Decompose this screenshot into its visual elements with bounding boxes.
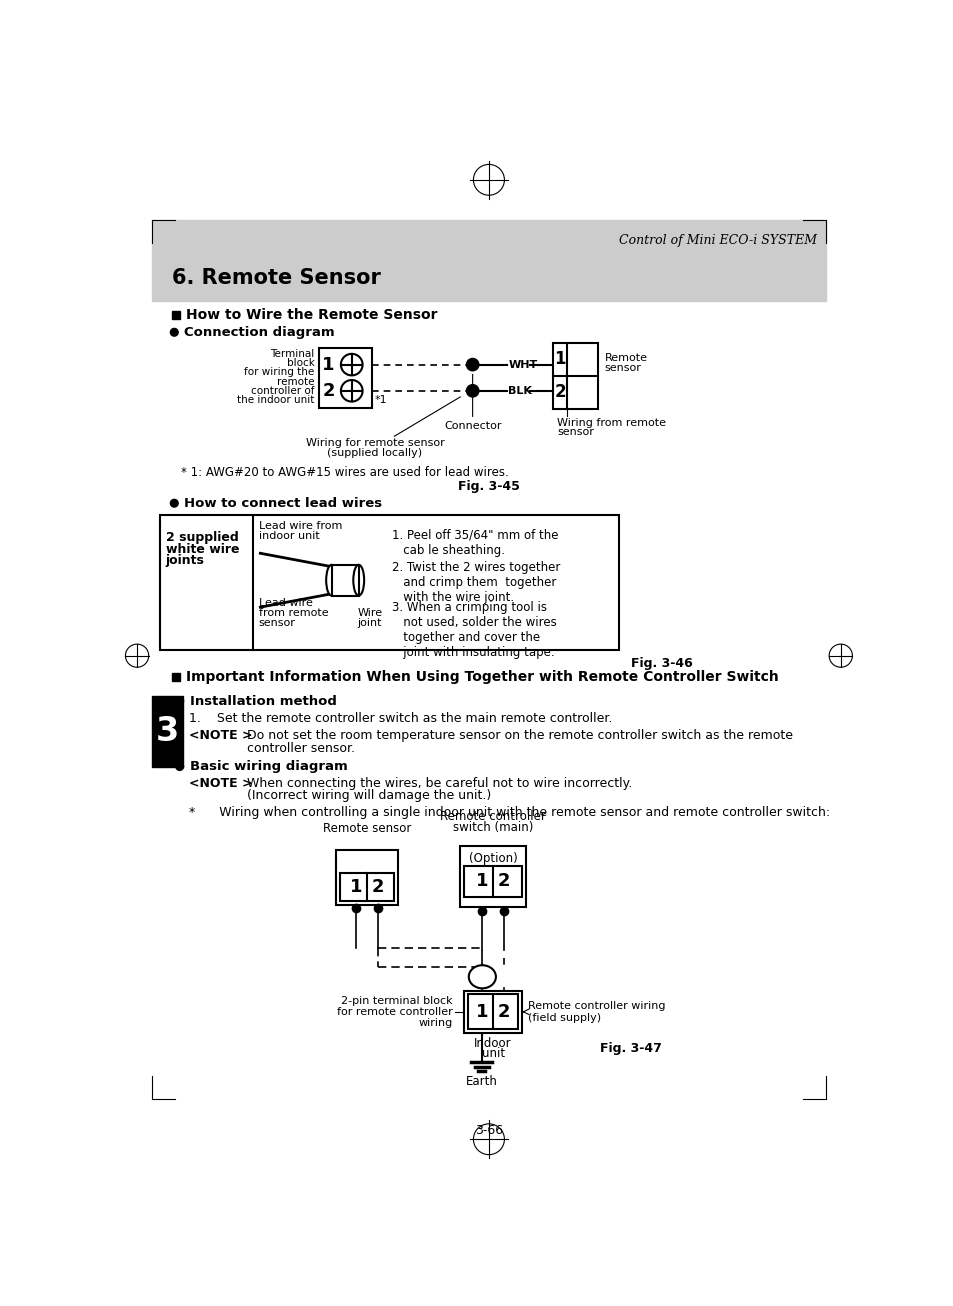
Text: <NOTE >: <NOTE > [189,729,253,742]
Text: (supplied locally): (supplied locally) [327,448,422,458]
Text: 2: 2 [554,383,565,401]
Text: unit: unit [481,1047,504,1060]
Text: 3: 3 [155,714,179,747]
Bar [340,872,394,901]
Bar [172,673,180,682]
Text: controller of: controller of [251,385,314,396]
Bar [468,994,517,1029]
Circle shape [175,697,183,705]
Text: 2: 2 [372,878,384,896]
Text: Wire: Wire [356,609,382,618]
Bar [332,564,358,596]
Text: <NOTE >: <NOTE > [189,777,253,790]
Text: BLK: BLK [508,385,532,396]
Text: controller sensor.: controller sensor. [247,742,355,755]
Bar [553,343,598,409]
Circle shape [340,354,362,375]
Text: WHT: WHT [508,359,537,370]
Text: Connector: Connector [443,421,501,431]
Text: *1: *1 [374,394,387,405]
Text: sensor: sensor [604,363,640,372]
Text: 1: 1 [476,1003,488,1021]
Bar [152,219,825,300]
Text: 2. Twist the 2 wires together
   and crimp them  together
   with the wire joint: 2. Twist the 2 wires together and crimp … [392,562,559,603]
Text: Control of Mini ECO-i SYSTEM: Control of Mini ECO-i SYSTEM [618,234,816,247]
Text: How to connect lead wires: How to connect lead wires [184,496,382,509]
Circle shape [171,499,178,507]
Ellipse shape [468,965,496,989]
Bar [459,846,525,908]
Text: 1.    Set the remote controller switch as the main remote controller.: 1. Set the remote controller switch as t… [189,712,612,725]
Text: block: block [286,358,314,368]
Text: joint: joint [356,618,381,628]
Text: Terminal: Terminal [270,349,314,359]
Bar [172,311,180,319]
Text: Fig. 3-45: Fig. 3-45 [457,479,519,492]
Text: for remote controller: for remote controller [336,1007,452,1017]
Text: (Incorrect wiring will damage the unit.): (Incorrect wiring will damage the unit.) [247,789,491,802]
Circle shape [175,763,183,771]
Text: indoor unit: indoor unit [258,530,319,541]
Bar [159,515,618,649]
Bar [464,866,521,897]
Text: Do not set the room temperature sensor on the remote controller switch as the re: Do not set the room temperature sensor o… [247,729,792,742]
Text: (Option): (Option) [468,852,517,865]
Text: sensor: sensor [258,618,295,628]
Text: 2 supplied: 2 supplied [166,532,238,545]
Text: switch (main): switch (main) [453,821,533,835]
Text: 1: 1 [350,878,362,896]
Bar [319,347,372,407]
Circle shape [466,385,478,397]
Text: Fig. 3-47: Fig. 3-47 [599,1042,661,1055]
Text: joints: joints [166,555,204,568]
Text: *      Wiring when controlling a single indoor unit with the remote sensor and r: * Wiring when controlling a single indoo… [189,806,829,819]
Text: from remote: from remote [258,609,328,618]
Text: Remote controller wiring: Remote controller wiring [528,1000,665,1011]
Circle shape [340,380,362,401]
Text: 1: 1 [476,872,488,891]
Text: Indoor: Indoor [474,1037,512,1050]
Text: Remote sensor: Remote sensor [323,821,411,835]
Text: 1: 1 [322,355,335,374]
Text: 2: 2 [322,381,335,400]
Text: sensor: sensor [557,427,594,438]
Text: How to Wire the Remote Sensor: How to Wire the Remote Sensor [186,308,436,323]
Text: Fig. 3-46: Fig. 3-46 [630,657,692,670]
Text: Wiring from remote: Wiring from remote [557,418,665,428]
Text: 2-pin terminal block: 2-pin terminal block [340,996,452,1006]
Text: 6. Remote Sensor: 6. Remote Sensor [172,268,380,289]
Text: Remote controller: Remote controller [439,810,545,823]
Text: Lead wire from: Lead wire from [258,521,342,532]
Bar [335,850,397,905]
Text: 2: 2 [497,1003,510,1021]
Text: 2: 2 [497,872,510,891]
Text: 3-66: 3-66 [475,1124,502,1138]
Text: Wiring for remote sensor: Wiring for remote sensor [305,438,444,448]
Text: Basic wiring diagram: Basic wiring diagram [190,760,347,773]
Circle shape [171,328,178,336]
Circle shape [466,358,478,371]
Text: 3. When a crimping tool is
   not used, solder the wires
   together and cover t: 3. When a crimping tool is not used, sol… [392,601,557,660]
Ellipse shape [326,564,336,596]
Text: remote: remote [276,376,314,387]
Text: for wiring the: for wiring the [244,367,314,377]
Text: * 1: AWG#20 to AWG#15 wires are used for lead wires.: * 1: AWG#20 to AWG#15 wires are used for… [181,466,509,479]
Bar [152,696,183,767]
Text: wiring: wiring [417,1017,452,1028]
Text: 1. Peel off 35/64" mm of the
   cab le sheathing.: 1. Peel off 35/64" mm of the cab le shea… [392,529,558,556]
Text: Earth: Earth [465,1075,497,1088]
Text: When connecting the wires, be careful not to wire incorrectly.: When connecting the wires, be careful no… [247,777,632,790]
Text: the indoor unit: the indoor unit [237,394,314,405]
Text: white wire: white wire [166,543,239,556]
Text: Lead wire: Lead wire [258,598,313,609]
Bar [464,991,521,1033]
Text: Connection diagram: Connection diagram [184,325,335,338]
Text: Installation method: Installation method [190,695,336,708]
Text: 1: 1 [554,350,565,368]
Text: Important Information When Using Together with Remote Controller Switch: Important Information When Using Togethe… [186,670,778,684]
Text: Remote: Remote [604,354,647,363]
Text: (field supply): (field supply) [528,1013,601,1023]
